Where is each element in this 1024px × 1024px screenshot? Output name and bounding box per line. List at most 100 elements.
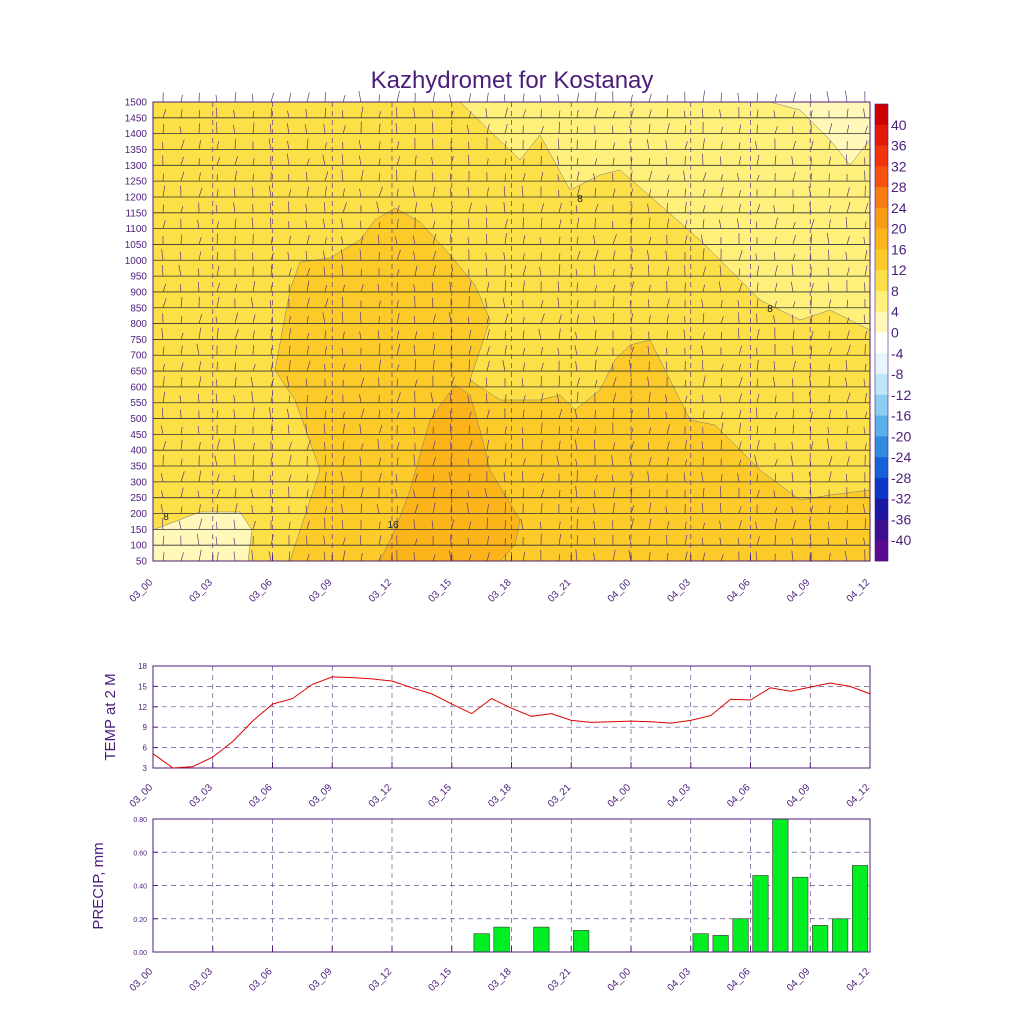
wind-barb [414, 379, 418, 387]
wind-barb [648, 109, 652, 118]
wind-barb [666, 456, 670, 467]
wind-barb [522, 427, 524, 435]
wind-barb [702, 90, 706, 103]
wind-barb [504, 458, 507, 467]
wind-barb [376, 201, 380, 213]
wind-barb [234, 138, 236, 150]
wind-barb [738, 520, 742, 530]
wind-barb [720, 187, 724, 198]
wind-barb [540, 503, 543, 514]
heatmap-y-tick-labels: 1500 1450 1400 1350 1300 1250 1200 1150 1100 1050… [125, 98, 148, 568]
wind-barb [341, 264, 344, 277]
wind-barb [738, 282, 743, 293]
wind-barb [846, 392, 851, 403]
wind-barb [630, 281, 635, 293]
wind-barb [162, 220, 166, 229]
y-tick-label: 700 [130, 351, 147, 362]
wind-barb [720, 126, 723, 134]
wind-barb [340, 218, 344, 229]
wind-barb [522, 471, 524, 482]
colorbar-swatch [875, 145, 888, 167]
wind-barb [216, 189, 219, 198]
wind-barb [846, 425, 849, 435]
wind-barb [287, 174, 290, 182]
wind-barb [736, 218, 740, 229]
wind-barb [684, 439, 687, 451]
wind-barb [467, 187, 470, 198]
wind-barb [648, 407, 650, 419]
wind-barb [630, 504, 635, 514]
wind-barb [486, 504, 490, 514]
wind-barb [504, 313, 509, 324]
wind-barb [666, 424, 670, 435]
wind-barb [216, 174, 218, 182]
wind-barb [738, 422, 742, 435]
wind-barb [270, 217, 272, 229]
precipitation-bars [473, 818, 869, 953]
wind-barb [431, 297, 434, 308]
wind-barb [792, 140, 797, 150]
wind-barb [845, 251, 848, 261]
wind-barb [791, 378, 794, 387]
wind-barb [450, 205, 453, 213]
wind-barb [268, 551, 272, 562]
wind-barb [540, 392, 544, 403]
wind-barb [702, 552, 706, 562]
wind-barb [791, 550, 794, 562]
wind-barb [612, 502, 615, 514]
wind-barb [180, 156, 184, 166]
wind-barb [540, 488, 545, 498]
wind-barb [234, 362, 236, 372]
wind-barb [305, 204, 308, 213]
y-tick-label: 100 [130, 541, 147, 552]
wind-barb [342, 202, 347, 213]
wind-barb [792, 301, 796, 308]
wind-barb [251, 391, 254, 403]
wind-barb [846, 202, 851, 213]
wind-barb [270, 284, 273, 292]
wind-barb [359, 249, 362, 261]
wind-barb [756, 440, 760, 451]
wind-barb [557, 347, 560, 356]
precipitation-bar [772, 818, 789, 953]
wind-barb [360, 487, 364, 498]
wind-barb [180, 332, 184, 340]
wind-barb [594, 474, 598, 482]
wind-barb [395, 123, 398, 134]
wind-barb [216, 157, 221, 166]
wind-barb [287, 140, 290, 150]
wind-barb [864, 249, 868, 261]
temperature-y-tick-labels: 3 6 9 12 15 18 [138, 662, 158, 773]
wind-barb [810, 346, 813, 356]
wind-barb [162, 283, 167, 293]
wind-barb [773, 490, 776, 498]
wind-barb [378, 186, 383, 198]
wind-barb [756, 359, 759, 372]
wind-barb [216, 296, 220, 308]
wind-barb [216, 439, 221, 451]
wind-barb [792, 92, 796, 103]
wind-barb [630, 157, 633, 166]
wind-barb [468, 329, 472, 340]
wind-barb [216, 282, 221, 293]
wind-barb [486, 536, 490, 546]
wind-barb [323, 535, 326, 546]
colorbar-swatch [875, 498, 888, 520]
wind-barb [630, 205, 633, 213]
wind-barb [755, 551, 758, 562]
wind-barb [702, 375, 706, 387]
wind-barb [756, 92, 759, 103]
colorbar-label: 8 [891, 283, 899, 299]
wind-barb [468, 554, 472, 562]
wind-barb [233, 109, 236, 118]
wind-barb [629, 125, 632, 134]
wind-barb [288, 454, 292, 467]
wind-barb [161, 517, 164, 530]
x-tick-label: 03_03 [187, 966, 215, 994]
wind-barb [810, 218, 815, 229]
wind-barb [665, 506, 668, 514]
wind-barb [540, 171, 544, 182]
wind-barb [162, 109, 167, 118]
wind-barb [504, 538, 506, 546]
wind-barb [738, 312, 740, 324]
